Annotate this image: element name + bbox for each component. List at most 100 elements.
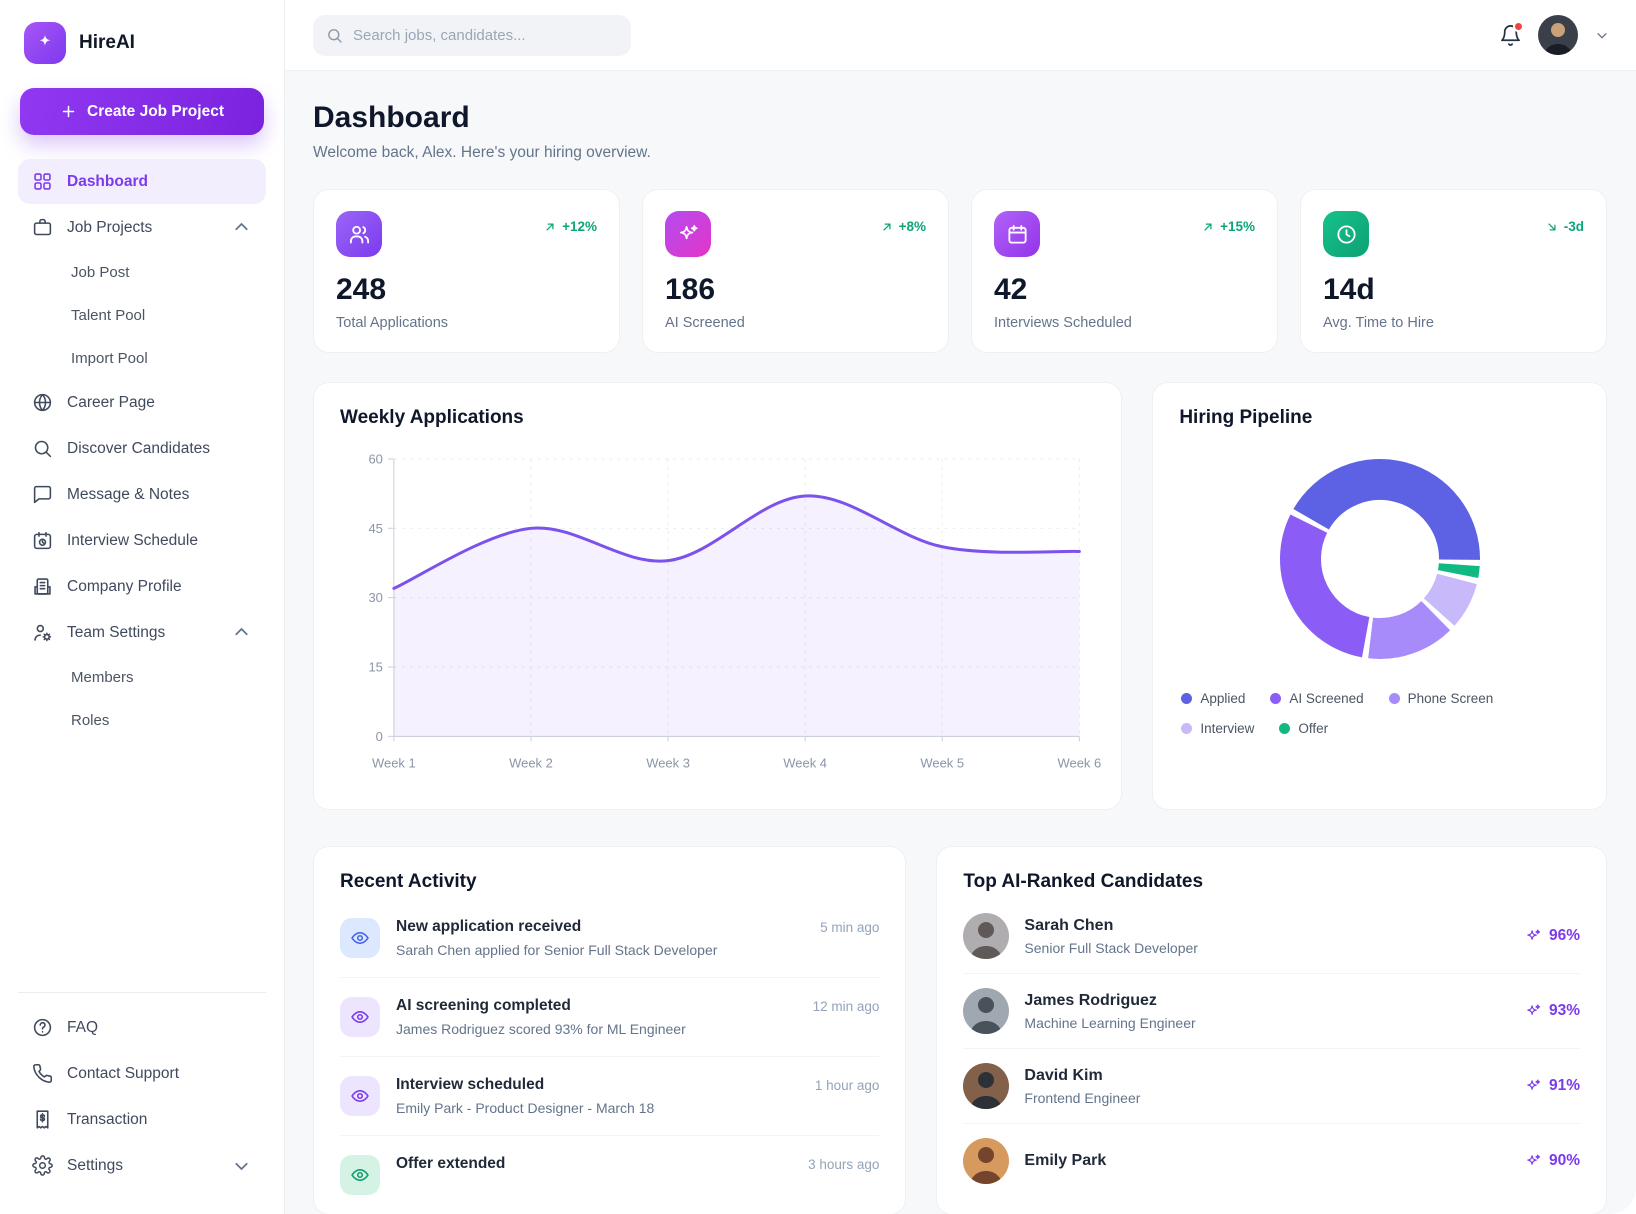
candidate-row[interactable]: Emily Park 90%	[963, 1124, 1580, 1198]
search-box[interactable]	[313, 14, 631, 56]
calendar-clock-icon	[33, 531, 52, 550]
create-job-project-button[interactable]: Create Job Project	[20, 88, 264, 135]
stat-value: 248	[336, 273, 387, 306]
stat-cards: +12% 248 Total Applications +8%	[313, 189, 1607, 353]
trend-down-icon	[1545, 220, 1559, 234]
ai-score: 93%	[1525, 1002, 1580, 1020]
candidate-row[interactable]: David Kim Frontend Engineer 91%	[963, 1049, 1580, 1125]
sidebar-item-company-profile[interactable]: Company Profile	[18, 564, 266, 609]
users-icon	[336, 211, 382, 257]
dashboard-grid-icon	[34, 173, 51, 190]
sidebar: HireAI Create Job Project Dashboard Job …	[0, 0, 285, 1214]
stat-label: Interviews Scheduled	[994, 315, 1132, 331]
sidebar-nav: Dashboard Job Projects Job Post Talent P…	[18, 159, 266, 741]
sidebar-item-transaction[interactable]: Transaction	[18, 1097, 266, 1142]
avatar	[963, 1063, 1010, 1110]
candidate-row[interactable]: Sarah Chen Senior Full Stack Developer 9…	[963, 899, 1580, 975]
sidebar-item-members[interactable]: Members	[71, 668, 134, 686]
stat-card-avg-time-to-hire: -3d 14d Avg. Time to Hire	[1300, 189, 1607, 353]
stat-value: 42	[994, 273, 1028, 306]
activity-time: 12 min ago	[812, 999, 880, 1015]
sidebar-item-roles[interactable]: Roles	[71, 711, 110, 729]
eye-icon	[340, 1155, 380, 1196]
sidebar-item-message-notes[interactable]: Message & Notes	[18, 472, 266, 517]
sparkles-icon	[1525, 1003, 1542, 1020]
recent-activity-title: Recent Activity	[340, 871, 477, 893]
chevron-down-icon[interactable]	[231, 1155, 252, 1176]
top-candidates-title: Top AI-Ranked Candidates	[963, 871, 1204, 893]
main-area: Dashboard Welcome back, Alex. Here's you…	[285, 0, 1636, 1214]
trend-up-icon	[543, 220, 557, 234]
activity-item[interactable]: New application received Sarah Chen appl…	[340, 899, 880, 979]
search-input[interactable]	[353, 26, 618, 44]
sidebar-item-discover-candidates[interactable]: Discover Candidates	[18, 426, 266, 471]
legend-dot	[1181, 693, 1193, 704]
notification-dot	[1513, 20, 1524, 32]
weekly-applications-card: Weekly Applications 0 15 30 45 60 Week 1 Week …	[313, 382, 1123, 811]
activity-item[interactable]: Offer extended 3 hours ago	[340, 1136, 879, 1214]
gear-icon	[32, 1155, 53, 1176]
sparkles-icon	[1525, 1153, 1542, 1170]
candidate-row[interactable]: James Rodriguez Machine Learning Enginee…	[963, 974, 1580, 1050]
sidebar-footer: FAQ Contact Support Transaction Settings	[18, 992, 266, 1188]
chat-bubble-icon	[33, 485, 52, 504]
stat-label: AI Screened	[665, 315, 745, 331]
chevron-up-icon[interactable]	[231, 217, 252, 238]
dashboard-content: Dashboard Welcome back, Alex. Here's you…	[285, 71, 1636, 1214]
legend-item-offer: Offer	[1279, 721, 1328, 736]
svg-text:Week 3: Week 3	[646, 755, 690, 770]
sidebar-item-job-projects[interactable]: Job Projects	[18, 205, 266, 250]
sidebar-item-faq[interactable]: FAQ	[18, 1005, 266, 1050]
legend-item-applied: Applied	[1181, 691, 1245, 706]
brand: HireAI	[18, 22, 266, 64]
svg-text:60: 60	[368, 451, 382, 466]
notifications-bell-icon[interactable]	[1499, 20, 1524, 47]
sparkles-icon	[1525, 928, 1542, 945]
activity-item[interactable]: Interview scheduled Emily Park - Product…	[340, 1057, 880, 1137]
sidebar-item-career-page[interactable]: Career Page	[18, 380, 266, 425]
legend-dot	[1388, 693, 1400, 704]
eye-icon	[340, 918, 380, 959]
activity-time: 1 hour ago	[814, 1078, 880, 1094]
stat-change: -3d	[1545, 219, 1584, 234]
recent-activity-card: Recent Activity New application received…	[313, 846, 907, 1214]
eye-icon	[340, 997, 380, 1038]
trend-up-icon	[1201, 220, 1215, 234]
sparkles-icon	[665, 211, 711, 257]
sidebar-item-job-post[interactable]: Job Post	[71, 263, 130, 281]
help-circle-icon	[33, 1018, 52, 1037]
legend-dot	[1270, 693, 1282, 704]
plus-icon	[60, 103, 77, 120]
briefcase-icon	[33, 218, 52, 236]
sidebar-item-talent-pool[interactable]: Talent Pool	[71, 306, 146, 324]
receipt-dollar-icon	[36, 1110, 49, 1129]
stat-change: +15%	[1201, 219, 1255, 234]
activity-item[interactable]: AI screening completed James Rodriguez s…	[340, 978, 880, 1058]
legend-item-phone-screen: Phone Screen	[1388, 691, 1493, 706]
globe-icon	[33, 393, 52, 412]
svg-text:Week 2: Week 2	[509, 755, 553, 770]
svg-text:Week 6: Week 6	[1057, 755, 1101, 770]
chevron-down-icon[interactable]	[1594, 27, 1610, 43]
sidebar-item-import-pool[interactable]: Import Pool	[71, 349, 148, 367]
sidebar-item-settings[interactable]: Settings	[18, 1143, 266, 1188]
user-avatar[interactable]	[1538, 15, 1578, 55]
hiring-pipeline-card: Hiring Pipeline Applied AI Screened Phon…	[1152, 382, 1607, 811]
trend-up-icon	[880, 220, 894, 234]
svg-text:Week 5: Week 5	[920, 755, 964, 770]
topbar-right	[1499, 15, 1610, 55]
sidebar-item-dashboard[interactable]: Dashboard	[18, 159, 266, 204]
sidebar-item-team-settings[interactable]: Team Settings	[18, 610, 266, 655]
weekly-applications-chart: 0 15 30 45 60 Week 1 Week 2 Week 3 Week 4 Week 5 W…	[340, 445, 1101, 785]
legend-item-ai-screened: AI Screened	[1270, 691, 1364, 706]
stat-card-interviews-scheduled: +15% 42 Interviews Scheduled	[971, 189, 1278, 353]
topbar	[285, 0, 1636, 71]
svg-text:45: 45	[368, 521, 382, 536]
sidebar-item-contact-support[interactable]: Contact Support	[18, 1051, 266, 1096]
sidebar-item-interview-schedule[interactable]: Interview Schedule	[18, 518, 266, 563]
avatar	[963, 913, 1010, 960]
chevron-up-icon[interactable]	[231, 622, 252, 643]
search-icon	[326, 27, 343, 44]
sparkles-icon	[1525, 1078, 1542, 1095]
avatar	[963, 1138, 1010, 1185]
